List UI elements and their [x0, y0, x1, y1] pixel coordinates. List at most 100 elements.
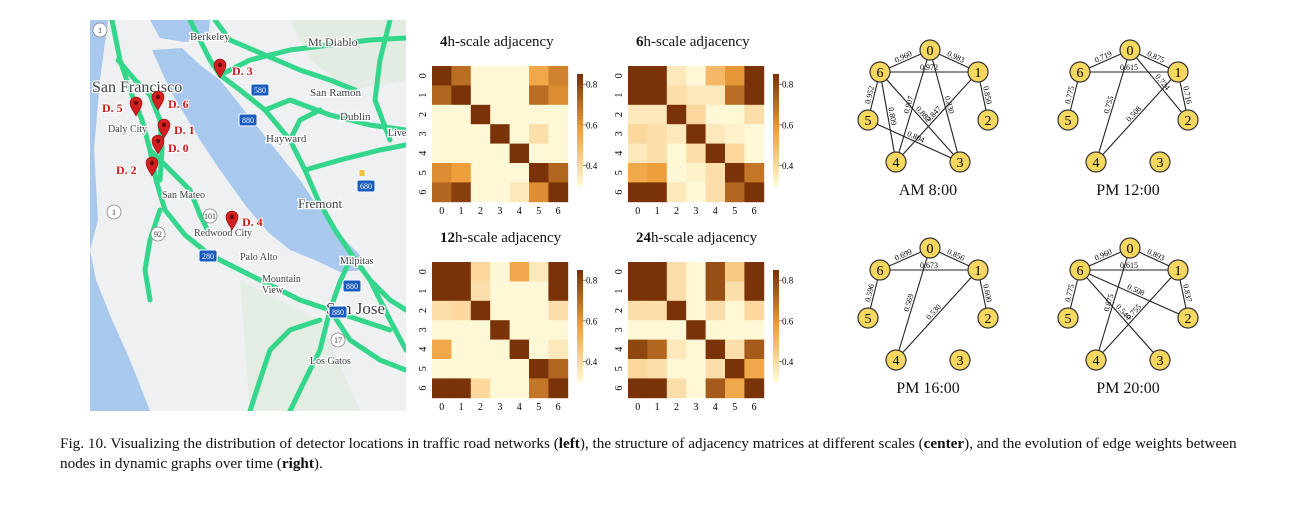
ocean	[90, 20, 108, 250]
heatmap-cell-4-4	[705, 143, 726, 164]
colorbar-step	[773, 345, 779, 349]
heatmap-cell-4-0	[432, 143, 452, 164]
heatmap-cell-1-4	[509, 281, 530, 302]
colorbar-step	[773, 373, 779, 377]
heatmap-cell-2-4	[509, 300, 530, 321]
heatmap-xtick-2: 2	[674, 206, 679, 216]
heatmap-xtick-5: 5	[536, 402, 541, 412]
heatmap-cell-5-2	[470, 359, 491, 379]
caption-part-2: ), the structure of adjacency matrices a…	[579, 435, 924, 452]
heatmap-4h: 4h-scale adjacency 0 0 1 1 2 2 3 3 4 4 5 5 6 6 0.8 0.6 0.…	[404, 34, 600, 216]
caption-part-1: left	[558, 435, 580, 452]
colorbar-step	[773, 359, 779, 363]
node-4	[1085, 151, 1107, 173]
heatmap-cell-2-5	[725, 104, 745, 125]
heatmap-cell-2-6	[744, 104, 765, 125]
colorbar-step	[773, 102, 779, 106]
edge-weight-6-5: 0.775	[1063, 85, 1076, 105]
colorbar-step	[577, 149, 583, 153]
heatmap-title-text: h-scale adjacency	[455, 230, 562, 246]
shield-label-580: 580	[254, 86, 266, 95]
heatmap-cell-6-4	[705, 182, 726, 203]
heatmap-cell-3-4	[509, 320, 530, 340]
heatmap-cell-2-1	[451, 104, 472, 125]
heatmap-cell-0-1	[451, 66, 472, 86]
road-7	[367, 277, 406, 353]
edge-1-4	[1095, 269, 1179, 361]
colorbar-step	[773, 183, 779, 187]
detector-pin-dot-1	[161, 122, 167, 128]
colorbar-step	[773, 99, 779, 103]
heatmap-cell-0-2	[470, 262, 491, 282]
heatmap-cell-2-3	[686, 104, 706, 125]
node-label-5: 5	[1065, 114, 1072, 129]
heatmap-cell-6-1	[647, 182, 668, 203]
colorbar-step	[773, 370, 779, 375]
heatmap-xtick-3: 3	[693, 402, 698, 412]
colorbar-step	[773, 362, 779, 366]
heatmap-cell-6-1	[451, 182, 472, 203]
colorbar-step	[577, 317, 583, 321]
heatmap-cell-3-4	[509, 124, 530, 144]
heatmap-ytick-0: 0	[614, 269, 625, 274]
node-label-0: 0	[927, 44, 934, 59]
road-3	[217, 35, 406, 78]
colorbar-step	[773, 354, 779, 358]
colorbar-step	[773, 132, 779, 137]
node-label-1: 1	[975, 66, 982, 81]
colorbar-step	[577, 270, 583, 274]
colorbar-step	[773, 169, 779, 173]
heatmap-cell-6-0	[628, 378, 648, 399]
heatmap-cell-3-5	[529, 124, 549, 144]
heatmap-cell-2-0	[432, 104, 452, 125]
heatmap-ytick-6: 6	[418, 190, 429, 195]
colorbar-step	[577, 163, 583, 167]
colorbar-step	[577, 79, 583, 83]
heatmap-cell-5-4	[705, 359, 726, 379]
heatmap-xtick-4: 4	[713, 402, 718, 412]
heatmap-cell-5-5	[529, 163, 549, 183]
heatmap-ytick-0: 0	[418, 73, 429, 78]
detector-label-5: D. 5	[102, 101, 123, 115]
heatmap-cell-2-6	[548, 300, 569, 321]
node-label-4: 4	[893, 156, 900, 171]
graph-pm-1600: 0.699 0.856 0.673 0.596 0.569 0.530 0.600 0 1 2 3 4…	[850, 228, 1000, 408]
colorbar-step	[773, 104, 779, 109]
heatmap-ytick-0: 0	[614, 73, 625, 78]
heatmap-cell-0-3	[490, 66, 510, 86]
colorbar-step	[577, 334, 583, 338]
heatmap-xtick-2: 2	[478, 206, 483, 216]
node-label-3: 3	[957, 354, 964, 369]
colorbar-step	[773, 163, 779, 167]
shield-880	[342, 279, 362, 293]
heatmap-cell-3-3	[686, 124, 706, 144]
colorbar-step	[773, 334, 779, 338]
colorbar-step	[773, 292, 779, 296]
colorbar-step	[577, 127, 583, 131]
heatmap-cell-1-1	[647, 281, 668, 302]
edge-0-2	[1129, 49, 1189, 121]
colorbar-step	[773, 284, 779, 288]
colorbar-label-0.8: 0.8	[782, 80, 794, 90]
colorbar-step	[577, 362, 583, 366]
shield-680	[356, 179, 376, 193]
heatmap-cell-6-5	[529, 378, 549, 399]
detector-label-2: D. 2	[116, 163, 137, 177]
heatmap-cell-2-3	[490, 104, 510, 125]
heatmap-cell-6-1	[647, 378, 668, 399]
node-6	[869, 61, 891, 83]
edge-weight-6-4: 0.809	[886, 107, 898, 126]
colorbar-step	[773, 107, 779, 111]
colorbar-step	[773, 116, 779, 120]
road-2	[187, 20, 406, 313]
heatmap-cell-3-4	[705, 124, 726, 144]
heatmap-cell-3-5	[725, 124, 745, 144]
heatmap-cell-4-1	[647, 339, 668, 360]
colorbar-step	[773, 74, 779, 78]
colorbar-step	[577, 331, 583, 335]
detector-label-3: D. 3	[232, 64, 253, 78]
heatmap-cell-4-3	[490, 143, 510, 164]
colorbar-label-0.4: 0.4	[586, 161, 598, 171]
road-14	[372, 20, 393, 143]
